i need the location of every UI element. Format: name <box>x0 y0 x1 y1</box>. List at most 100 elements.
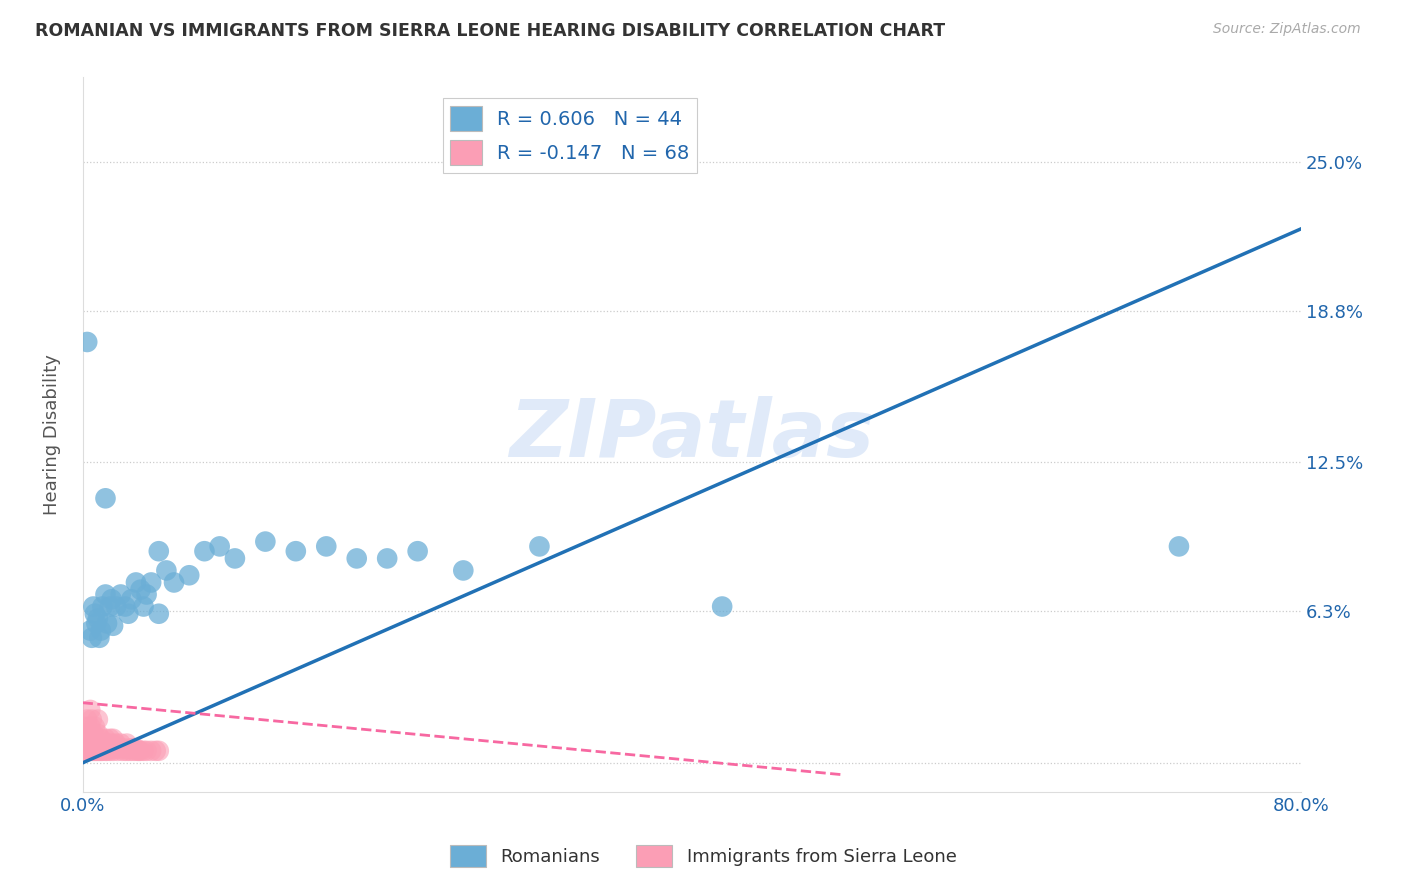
Point <box>83 720 105 734</box>
Point <box>94 491 117 506</box>
Point <box>86 737 108 751</box>
Point <box>90 624 112 638</box>
Point <box>89 744 111 758</box>
Point <box>100 592 122 607</box>
Point <box>87 727 110 741</box>
Point <box>129 582 152 597</box>
Point <box>98 731 121 746</box>
Point <box>93 741 115 756</box>
Point <box>83 744 105 758</box>
Point <box>114 744 136 758</box>
Y-axis label: Hearing Disability: Hearing Disability <box>44 354 60 515</box>
Point <box>110 737 132 751</box>
Point <box>91 599 114 614</box>
Point <box>101 744 124 758</box>
Point <box>73 744 96 758</box>
Text: ROMANIAN VS IMMIGRANTS FROM SIERRA LEONE HEARING DISABILITY CORRELATION CHART: ROMANIAN VS IMMIGRANTS FROM SIERRA LEONE… <box>35 22 945 40</box>
Point <box>155 564 177 578</box>
Point <box>315 540 337 554</box>
Legend: R = 0.606   N = 44, R = -0.147   N = 68: R = 0.606 N = 44, R = -0.147 N = 68 <box>443 98 697 173</box>
Point <box>77 727 100 741</box>
Point <box>80 744 103 758</box>
Point <box>711 599 734 614</box>
Point <box>254 534 277 549</box>
Point <box>76 713 98 727</box>
Point <box>82 599 104 614</box>
Point <box>104 741 127 756</box>
Point <box>112 741 135 756</box>
Text: Source: ZipAtlas.com: Source: ZipAtlas.com <box>1213 22 1361 37</box>
Point <box>100 737 122 751</box>
Point <box>91 737 114 751</box>
Point <box>127 744 149 758</box>
Point <box>453 564 475 578</box>
Point <box>87 611 110 625</box>
Point <box>82 737 104 751</box>
Legend: Romanians, Immigrants from Sierra Leone: Romanians, Immigrants from Sierra Leone <box>443 838 963 874</box>
Point <box>132 744 155 758</box>
Point <box>105 737 128 751</box>
Point <box>179 568 201 582</box>
Point <box>97 741 120 756</box>
Point <box>135 744 157 758</box>
Point <box>91 744 114 758</box>
Point <box>148 544 170 558</box>
Point <box>284 544 307 558</box>
Point <box>80 731 103 746</box>
Point <box>82 744 104 758</box>
Point <box>132 599 155 614</box>
Point <box>1168 540 1191 554</box>
Point <box>145 744 167 758</box>
Point <box>529 540 551 554</box>
Point <box>122 741 145 756</box>
Point <box>117 744 139 758</box>
Point <box>141 744 163 758</box>
Point <box>79 624 101 638</box>
Point <box>79 744 101 758</box>
Point <box>79 741 101 756</box>
Point <box>135 587 157 601</box>
Point <box>120 592 142 607</box>
Point <box>76 744 98 758</box>
Point <box>105 599 128 614</box>
Point <box>77 737 100 751</box>
Point <box>79 720 101 734</box>
Point <box>141 575 163 590</box>
Point <box>79 703 101 717</box>
Point <box>406 544 429 558</box>
Point <box>86 744 108 758</box>
Point <box>75 720 97 734</box>
Point <box>101 619 124 633</box>
Point <box>346 551 368 566</box>
Point <box>124 744 146 758</box>
Point <box>94 744 117 758</box>
Point <box>148 607 170 621</box>
Point <box>87 744 110 758</box>
Point <box>94 731 117 746</box>
Point <box>86 616 108 631</box>
Point <box>375 551 398 566</box>
Point <box>73 727 96 741</box>
Point <box>125 575 148 590</box>
Point <box>96 616 118 631</box>
Point <box>82 727 104 741</box>
Point <box>80 631 103 645</box>
Point <box>76 731 98 746</box>
Point <box>193 544 215 558</box>
Point <box>83 741 105 756</box>
Point <box>98 599 121 614</box>
Point <box>80 713 103 727</box>
Point <box>98 744 121 758</box>
Point <box>75 737 97 751</box>
Text: ZIPatlas: ZIPatlas <box>509 395 875 474</box>
Point <box>115 737 138 751</box>
Point <box>148 744 170 758</box>
Point <box>129 744 152 758</box>
Point <box>163 575 186 590</box>
Point <box>120 744 142 758</box>
Point <box>96 737 118 751</box>
Point <box>90 744 112 758</box>
Point <box>89 737 111 751</box>
Point <box>125 741 148 756</box>
Point <box>224 551 246 566</box>
